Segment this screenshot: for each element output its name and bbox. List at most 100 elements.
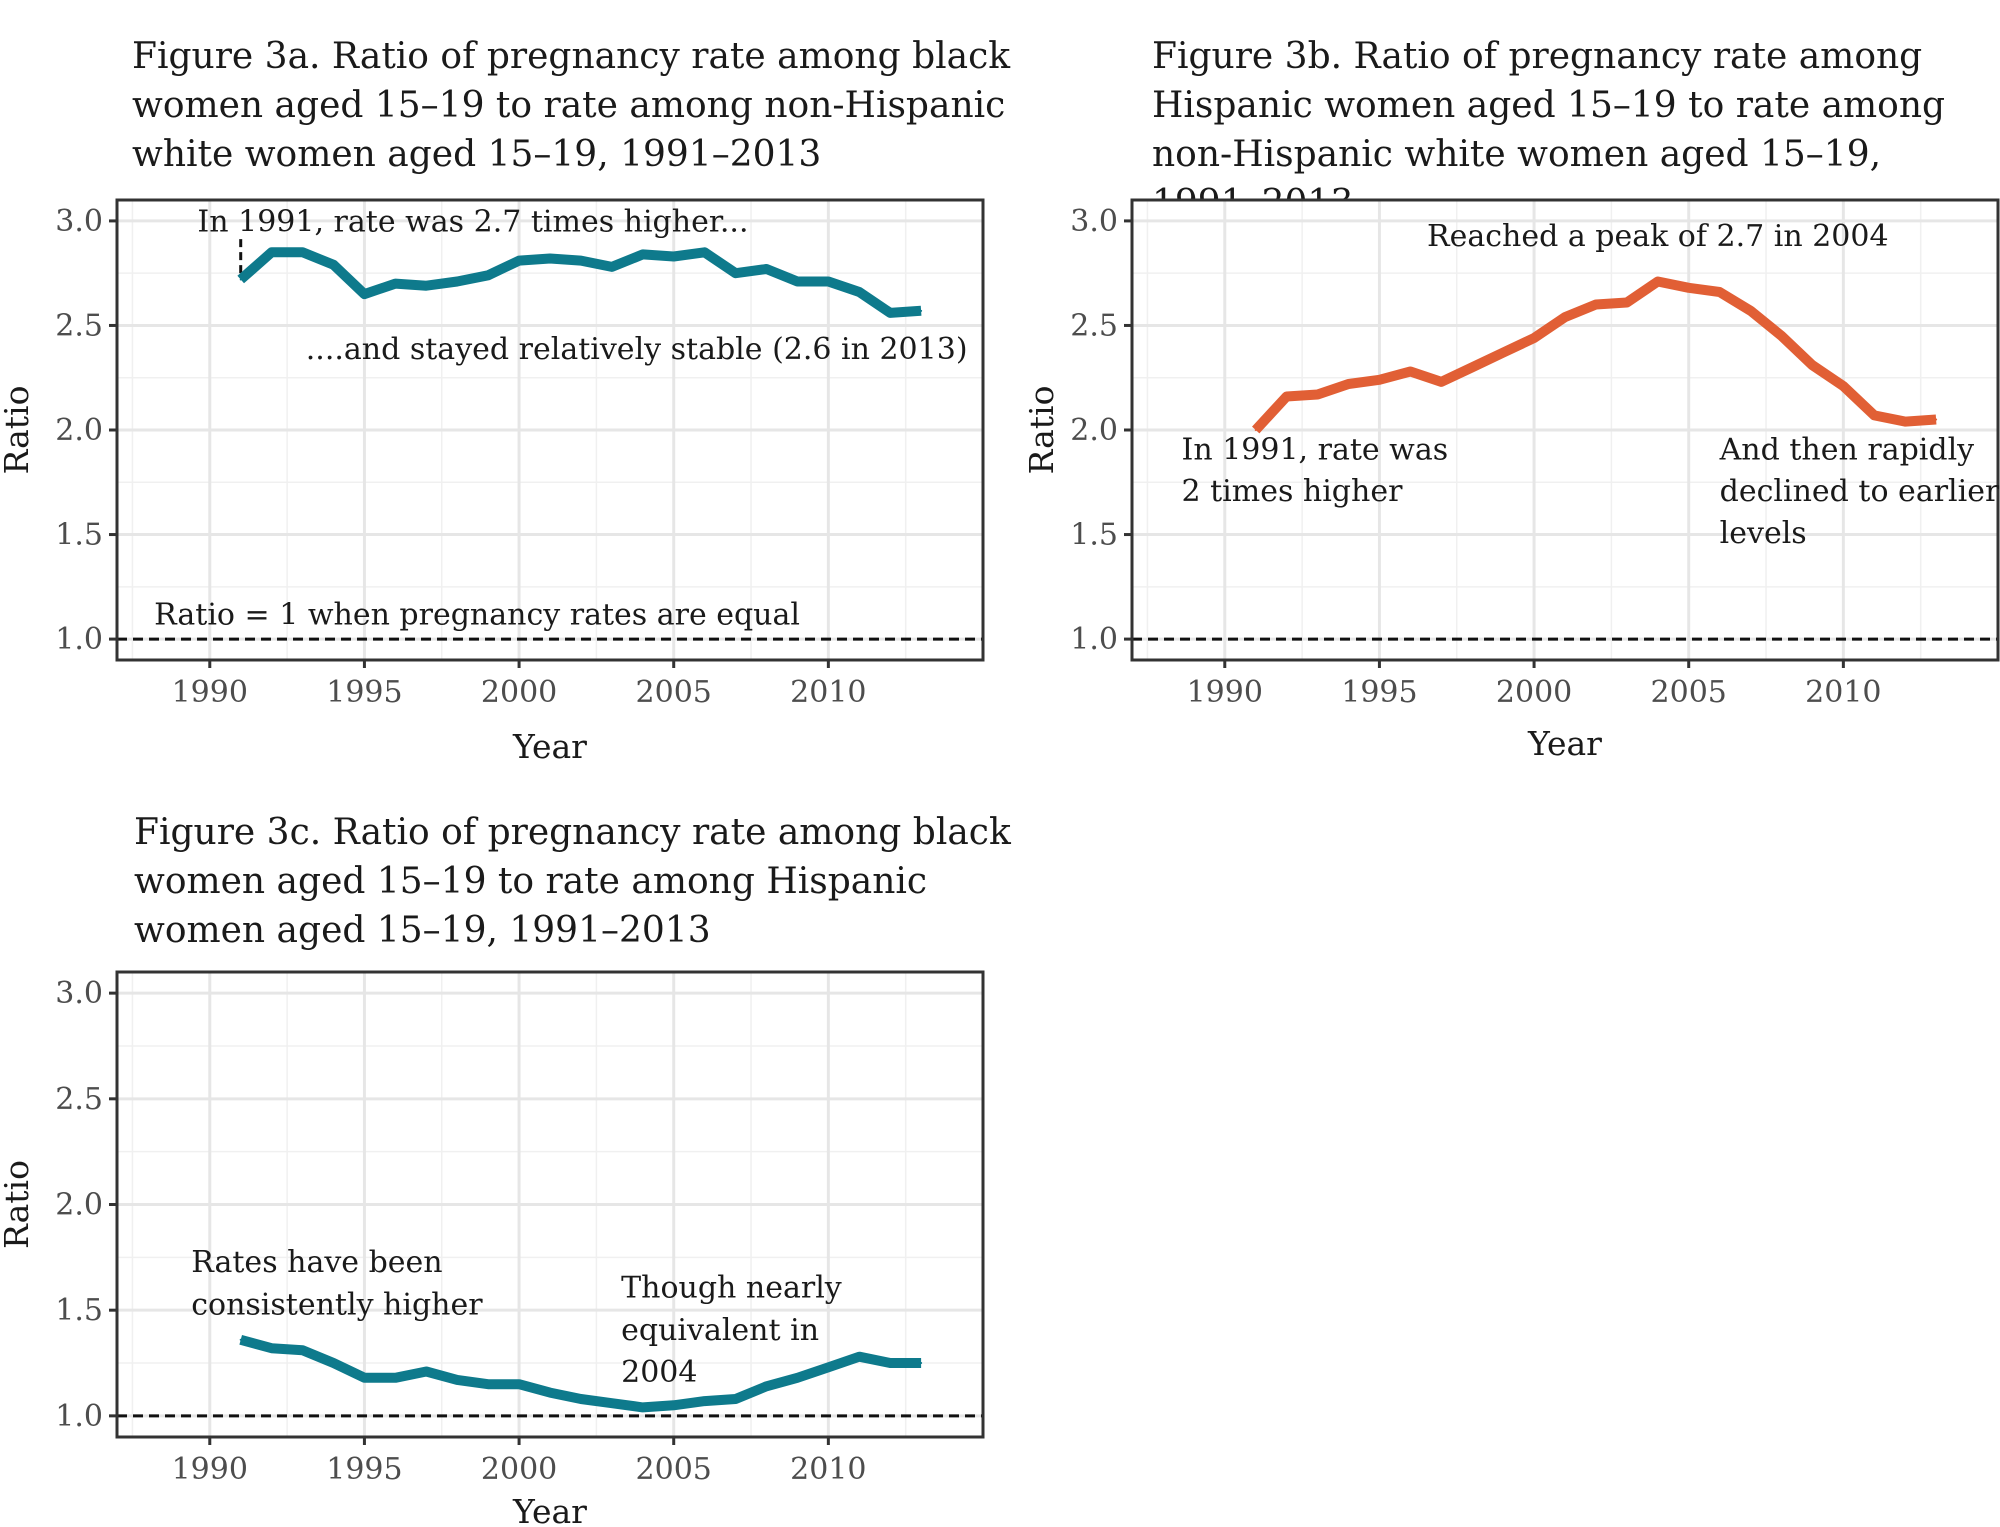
data-point [1502,351,1505,354]
y-tick-label: 1.0 [1070,622,1118,657]
y-tick-label: 2.5 [55,308,103,343]
data-point [487,1383,490,1386]
x-tick-label: 1990 [172,1452,248,1487]
data-point [765,268,768,270]
data-point [920,1362,923,1365]
data-point [672,1404,675,1407]
data-point [1718,291,1721,293]
x-axis-title: Year [1527,724,1602,763]
x-tick-label: 2005 [636,1452,712,1487]
data-point [1842,385,1845,388]
data-point [1749,309,1752,312]
data-point [270,251,273,254]
x-axis-title: Year [512,727,587,766]
x-tick-label: 2010 [1805,675,1881,710]
y-tick-label: 1.0 [55,1399,103,1434]
data-point [487,274,490,277]
data-point [1378,378,1381,381]
data-point [549,257,551,260]
y-tick-label: 1.5 [1070,518,1118,553]
x-tick-label: 1995 [326,1452,402,1487]
data-point [827,1366,830,1369]
data-point [1904,420,1907,423]
y-axis-title: Ratio [1022,386,1061,475]
annotation: consistently higher [191,1287,483,1322]
data-point [1316,393,1319,396]
y-axis-title: Ratio [0,386,36,475]
data-point [1533,337,1536,339]
data-point [1409,370,1412,373]
data-point [394,282,397,285]
data-point [579,1397,582,1400]
figure-3c-title: Figure 3c. Ratio of pregnancy rate among… [134,812,1011,951]
x-tick-label: 1990 [172,675,248,710]
annotation: 2 times higher [1181,474,1403,509]
data-point [610,1402,613,1405]
chart-b: 1990 1995 2000 2005 2010 1.0 1.5 2.0 2.5 3.0 Year R… [1022,198,2000,763]
data-point [858,291,861,293]
annotation: declined to earlier [1720,474,2000,509]
data-point [1440,380,1443,383]
annotation: Reached a peak of 2.7 in 2004 [1427,219,1889,254]
annotation: And then rapidly [1719,432,1975,467]
annotation: Though nearly [621,1271,842,1306]
data-point [332,263,335,266]
y-tick-label: 3.0 [1070,204,1118,239]
data-point [796,1376,799,1379]
y-tick-label: 2.0 [55,1188,103,1223]
data-point [239,278,242,281]
data-point [1935,418,1938,421]
data-point [1594,303,1597,306]
data-point [425,1370,428,1373]
data-point [1873,414,1876,417]
annotation: In 1991, rate was 2.7 times higher... [197,204,748,239]
data-point [796,280,799,283]
y-tick-label: 2.5 [55,1082,103,1117]
y-tick-label: 2.5 [1070,308,1118,343]
x-tick-label: 2010 [790,675,866,710]
data-point [1254,429,1257,431]
data-point [332,1362,335,1365]
data-point [1471,366,1474,369]
data-point [518,1383,521,1386]
data-point [363,293,366,296]
y-tick-label: 3.0 [55,204,103,239]
data-point [889,311,892,314]
x-tick-label: 2010 [790,1452,866,1487]
data-point [518,259,521,262]
data-point [765,1385,768,1388]
annotation: Ratio = 1 when pregnancy rates are equal [154,597,800,632]
data-point [641,1406,644,1409]
x-tick-label: 2000 [481,675,557,710]
annotation: ....and stayed relatively stable (2.6 in… [306,332,968,367]
annotation: levels [1720,516,1807,551]
data-point [858,1355,861,1358]
y-axis-title: Ratio [0,1160,36,1249]
y-tick-label: 3.0 [55,976,103,1011]
data-point [1687,286,1690,289]
data-point [394,1376,397,1379]
data-point [456,1378,459,1381]
data-point [734,272,737,275]
data-point [1347,383,1350,385]
x-tick-label: 2000 [481,1452,557,1487]
data-point [549,1391,551,1394]
data-point [579,259,582,262]
data-point [363,1376,366,1379]
x-tick-label: 2005 [1651,675,1727,710]
data-point [425,284,428,287]
data-point [827,280,830,283]
x-tick-label: 2005 [636,675,712,710]
x-tick-label: 1995 [326,675,402,710]
data-point [301,1349,304,1352]
data-point [1625,301,1628,304]
data-point [889,1362,892,1365]
data-point [610,265,613,268]
data-point [1656,280,1659,283]
y-tick-label: 2.0 [1070,413,1118,448]
data-point [1285,395,1288,398]
x-tick-label: 2000 [1496,675,1572,710]
data-point [703,251,706,254]
data-point [270,1347,273,1350]
data-point [672,255,675,258]
